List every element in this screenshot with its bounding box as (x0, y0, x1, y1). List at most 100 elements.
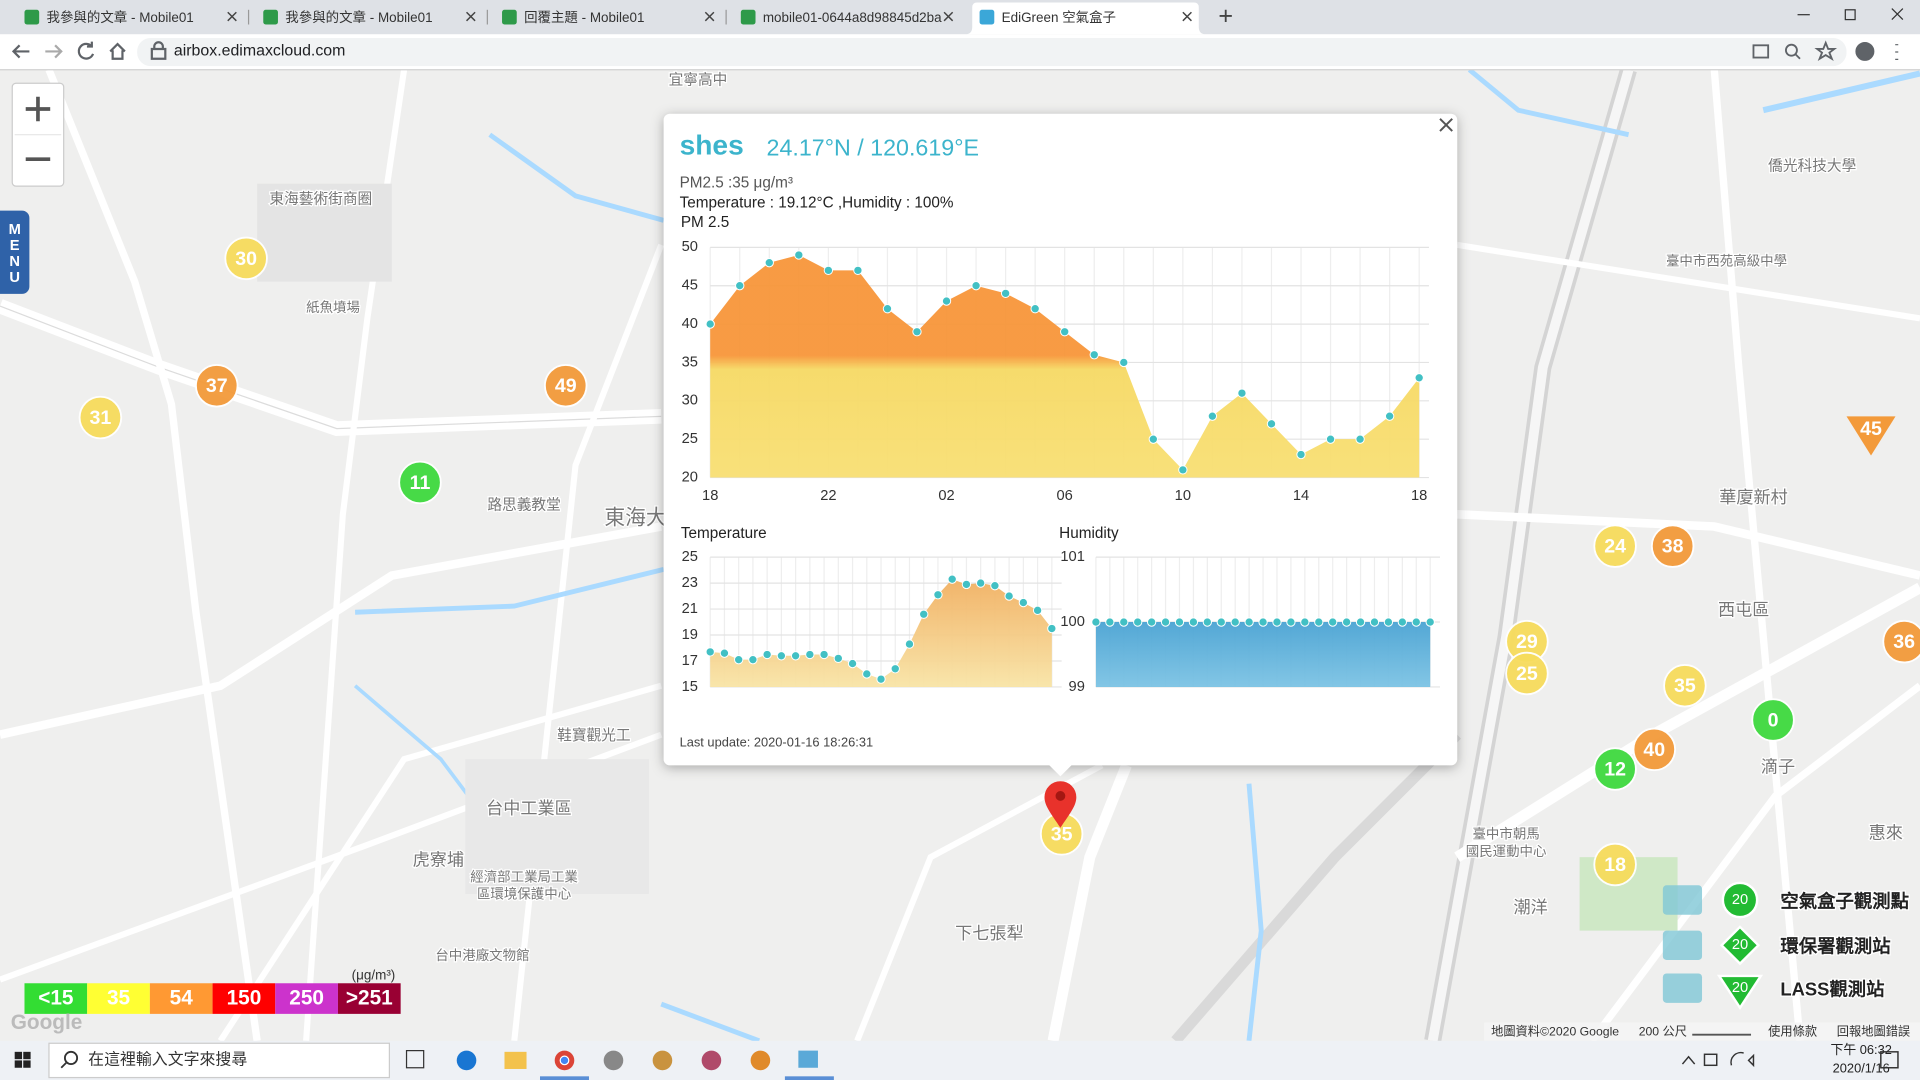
tab[interactable]: 我參與的文章 - Mobile01 (24, 9, 237, 25)
marker-label: 35 (1051, 823, 1073, 845)
map-attribution: 地圖資料©2020 Google (1491, 1024, 1619, 1038)
point (823, 265, 834, 276)
station-value: 20 (1732, 892, 1748, 908)
airbox-marker[interactable] (1632, 727, 1677, 772)
point (764, 258, 774, 268)
legend-swatch (24, 983, 88, 1014)
point (912, 327, 922, 337)
tray-icons[interactable] (1681, 1051, 1899, 1069)
point (1230, 617, 1240, 627)
airbox-marker[interactable] (398, 460, 442, 505)
point (1178, 465, 1188, 475)
favicon (740, 9, 756, 25)
point (748, 655, 758, 665)
airbox-marker[interactable] (1650, 524, 1695, 568)
station-label: 空氣盒子觀測點 (1780, 890, 1909, 911)
point (1146, 617, 1157, 627)
chart-title: Temperature (681, 525, 767, 542)
point (1188, 617, 1199, 627)
map-footer (1484, 1022, 1920, 1041)
airbox-marker[interactable] (224, 236, 268, 281)
place-label: 東海大 (604, 507, 666, 530)
tab-strip (0, 0, 1920, 35)
point (1216, 617, 1226, 627)
tab[interactable]: 我參與的文章 - Mobile01 (247, 9, 476, 25)
map-terms[interactable]: 使用條款 (1768, 1023, 1817, 1038)
pm-legend: <15 35 54 150 250 >251 (μg/m³) Google (11, 967, 401, 1034)
zoom-control[interactable] (11, 82, 65, 187)
place-label: 宜寧高中 (669, 72, 728, 89)
menu-letter[interactable]: E (10, 238, 20, 254)
tab[interactable]: mobile01-0644a8d98845d2ba (725, 9, 954, 25)
map-scale: 200 公尺 (1639, 1024, 1687, 1038)
airbox-marker[interactable] (1593, 842, 1637, 887)
start-button[interactable] (14, 1051, 31, 1068)
airbox-marker[interactable] (1751, 698, 1795, 742)
legend-swatch (87, 983, 150, 1014)
lass-marker[interactable] (1846, 416, 1896, 456)
point (1414, 373, 1424, 383)
menu-letter[interactable]: U (9, 270, 20, 286)
airbox-marker[interactable] (1663, 663, 1707, 708)
marker-label: 31 (90, 407, 112, 429)
url[interactable]: airbox.edimaxcloud.com (174, 43, 346, 60)
tab-close (943, 11, 954, 22)
x-tick-label: 10 (1175, 488, 1191, 504)
point (1119, 357, 1129, 368)
place-label: 西屯區 (1718, 600, 1769, 620)
point (1369, 617, 1380, 627)
nav-buttons[interactable] (11, 41, 167, 60)
airbox-marker[interactable] (1593, 747, 1637, 791)
station-icon (1662, 885, 1703, 915)
airbox-marker[interactable] (543, 363, 588, 408)
x-tick-label: 06 (1057, 488, 1073, 504)
point (1328, 617, 1338, 627)
place-label: 華廈新村 (1719, 487, 1788, 507)
point (853, 265, 863, 276)
menu-letter[interactable]: N (9, 254, 20, 270)
x-tick-label: 22 (820, 488, 836, 504)
place-label: 滴子 (1761, 756, 1795, 776)
place-label: 東海藝術街商圈 (269, 190, 372, 207)
legend-label: <15 (38, 987, 73, 1010)
address-bar[interactable] (137, 37, 1847, 67)
airbox-marker[interactable] (78, 395, 123, 440)
airbox-marker[interactable] (1882, 619, 1920, 664)
y-tick-label: 20 (682, 469, 698, 485)
airbox-marker[interactable] (1593, 524, 1637, 568)
favicon (502, 9, 517, 25)
marker-label: 12 (1604, 758, 1626, 780)
point (1244, 617, 1254, 627)
point (1000, 288, 1011, 299)
point (1425, 617, 1435, 627)
clock-date: 2020/1/16 (1833, 1060, 1890, 1075)
point (1060, 327, 1070, 337)
point (882, 304, 893, 314)
tab[interactable]: EdiGreen 空氣盒子 (964, 2, 1207, 35)
legend-swatch (212, 983, 276, 1014)
tab[interactable]: 回覆主題 - Mobile01 (486, 9, 715, 25)
point (947, 574, 957, 584)
map-report[interactable]: 回報地圖錯誤 (1837, 1023, 1910, 1038)
marker-label: 0 (1768, 709, 1779, 731)
toolbar-icons[interactable] (1752, 40, 1899, 61)
airbox-marker[interactable] (1505, 651, 1549, 696)
marker-label: 35 (1674, 675, 1696, 697)
menu-letter[interactable]: M (9, 222, 21, 238)
taskbar-apps[interactable] (405, 1050, 834, 1080)
window-controls[interactable] (1219, 8, 1904, 23)
airbox-marker[interactable] (195, 363, 239, 408)
station-label: 環保署觀測站 (1780, 936, 1890, 957)
tab-title: 我參與的文章 - Mobile01 (47, 9, 194, 25)
search-placeholder[interactable]: 在這裡輸入文字來搜尋 (88, 1051, 247, 1069)
point (990, 581, 1000, 591)
point (1341, 617, 1352, 627)
search-box[interactable] (48, 1042, 390, 1079)
station-marker (1716, 974, 1764, 1010)
station-coords: 24.17°N / 120.619°E (767, 135, 980, 161)
point (1384, 411, 1395, 421)
close-button[interactable] (1439, 118, 1453, 132)
chart-title: PM 2.5 (681, 214, 729, 231)
